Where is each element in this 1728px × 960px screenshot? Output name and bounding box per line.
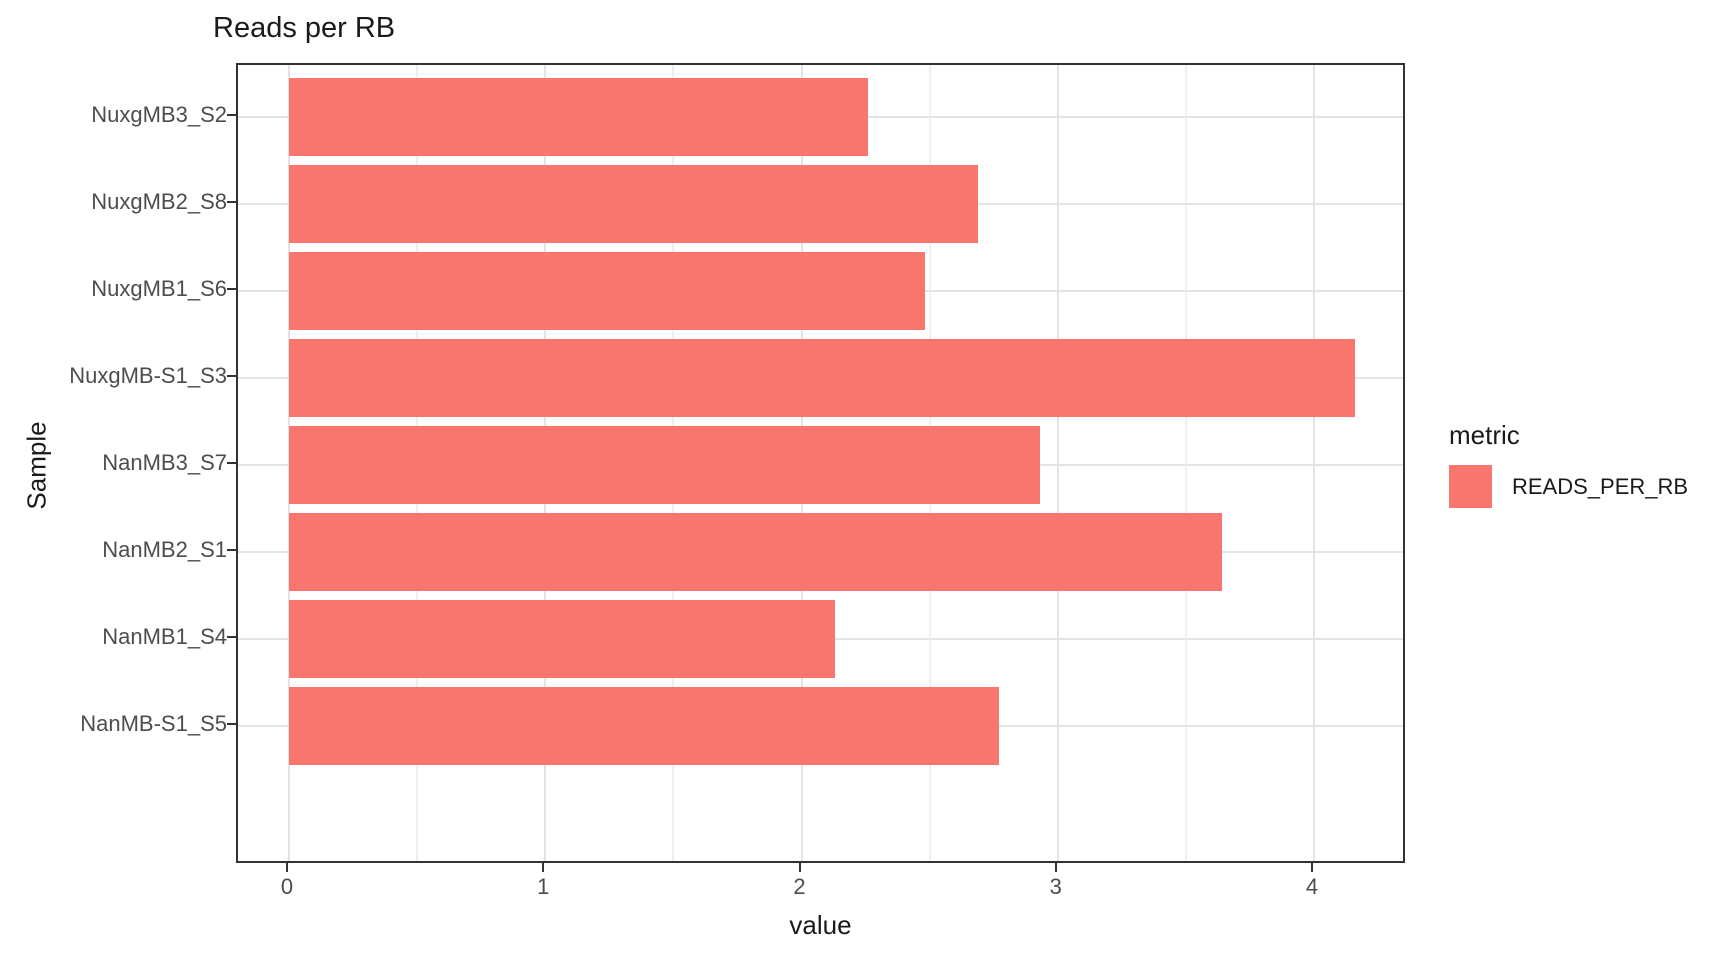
bar bbox=[289, 78, 869, 157]
x-tick-mark bbox=[1311, 863, 1313, 872]
gridline-major-vertical bbox=[1056, 65, 1059, 861]
legend: metric READS_PER_RB bbox=[1449, 420, 1688, 508]
y-tick-mark bbox=[227, 288, 236, 291]
legend-label: READS_PER_RB bbox=[1512, 473, 1689, 499]
x-tick-label: 1 bbox=[537, 874, 550, 899]
bar bbox=[289, 165, 979, 244]
bar bbox=[289, 251, 925, 331]
bar bbox=[289, 338, 1355, 418]
x-tick-mark bbox=[1054, 863, 1057, 872]
y-tick-mark bbox=[227, 635, 236, 638]
bar bbox=[289, 425, 1040, 505]
bar bbox=[289, 686, 999, 765]
bar bbox=[289, 599, 835, 679]
plot-panel bbox=[236, 63, 1405, 863]
y-tick-label: NuxgMB2_S8 bbox=[91, 189, 227, 215]
x-tick-label: 4 bbox=[1305, 874, 1319, 899]
legend-title: metric bbox=[1449, 420, 1520, 450]
y-tick-label: NanMB1_S4 bbox=[102, 623, 227, 649]
y-tick-label: NanMB3_S7 bbox=[102, 450, 227, 475]
y-axis-title: Sample bbox=[21, 421, 52, 510]
x-tick-label: 2 bbox=[793, 874, 806, 899]
gridline-major-vertical bbox=[1313, 65, 1315, 861]
legend-swatch bbox=[1449, 465, 1492, 508]
y-tick-mark bbox=[227, 548, 236, 551]
y-tick-label: NanMB2_S1 bbox=[102, 536, 227, 562]
gridline-minor-vertical bbox=[1184, 65, 1187, 861]
y-tick-mark bbox=[227, 114, 236, 117]
x-tick-label: 0 bbox=[280, 874, 294, 899]
y-tick-label: NuxgMB3_S2 bbox=[91, 102, 227, 128]
y-tick-mark bbox=[227, 722, 236, 725]
x-tick-mark bbox=[542, 863, 545, 872]
bar bbox=[289, 512, 1222, 592]
x-axis-title: value bbox=[789, 910, 852, 940]
y-tick-mark bbox=[227, 201, 236, 204]
legend-entry: READS_PER_RB bbox=[1449, 465, 1688, 508]
y-tick-mark bbox=[227, 462, 236, 464]
x-tick-mark bbox=[798, 863, 801, 872]
chart-title: Reads per RB bbox=[213, 12, 396, 44]
y-tick-label: NuxgMB-S1_S3 bbox=[69, 363, 227, 389]
x-tick-label: 3 bbox=[1049, 874, 1062, 899]
y-tick-mark bbox=[227, 375, 236, 378]
y-tick-label: NanMB-S1_S5 bbox=[80, 710, 227, 736]
y-tick-label: NuxgMB1_S6 bbox=[91, 276, 227, 302]
x-tick-mark bbox=[286, 863, 288, 872]
